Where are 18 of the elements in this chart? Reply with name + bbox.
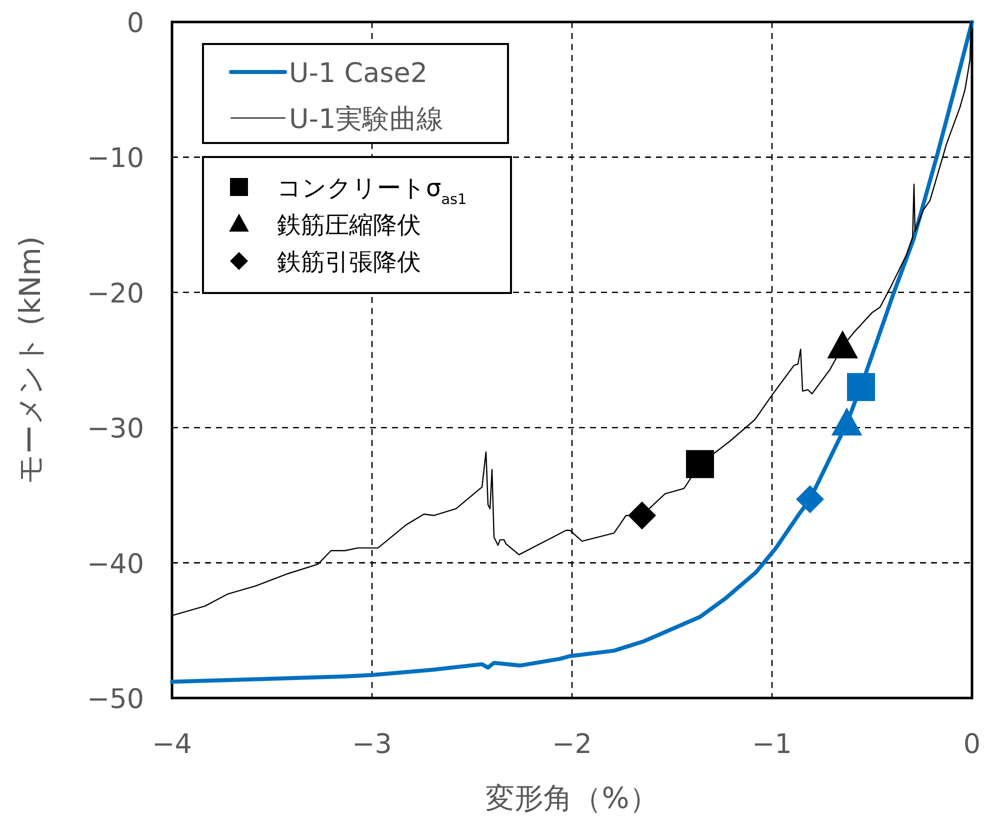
y-tick-label: −50 <box>87 684 144 715</box>
legend-label: 鉄筋圧縮降伏 <box>277 211 421 239</box>
y-tick-label: −20 <box>87 278 144 310</box>
y-tick-label: −30 <box>87 414 144 445</box>
y-axis-title: モーメント (kNm) <box>13 236 47 484</box>
x-tick-label: −2 <box>552 729 592 760</box>
x-tick-label: −1 <box>752 729 792 760</box>
x-tick-label: −4 <box>152 729 192 760</box>
x-axis-title: 変形角（%） <box>486 781 658 815</box>
legend-label: U-1 Case2 <box>289 58 428 89</box>
legend-label: U-1実験曲線 <box>289 104 444 135</box>
y-tick-label: −10 <box>87 143 144 174</box>
y-tick-label: −40 <box>87 548 144 580</box>
y-tick-label: 0 <box>126 8 144 39</box>
x-tick-label: −3 <box>352 729 392 760</box>
x-tick-label: 0 <box>963 729 981 760</box>
legend-label: 鉄筋引張降伏 <box>277 248 421 276</box>
legend-label: コンクリートσ$_{as1}$ <box>277 174 467 208</box>
